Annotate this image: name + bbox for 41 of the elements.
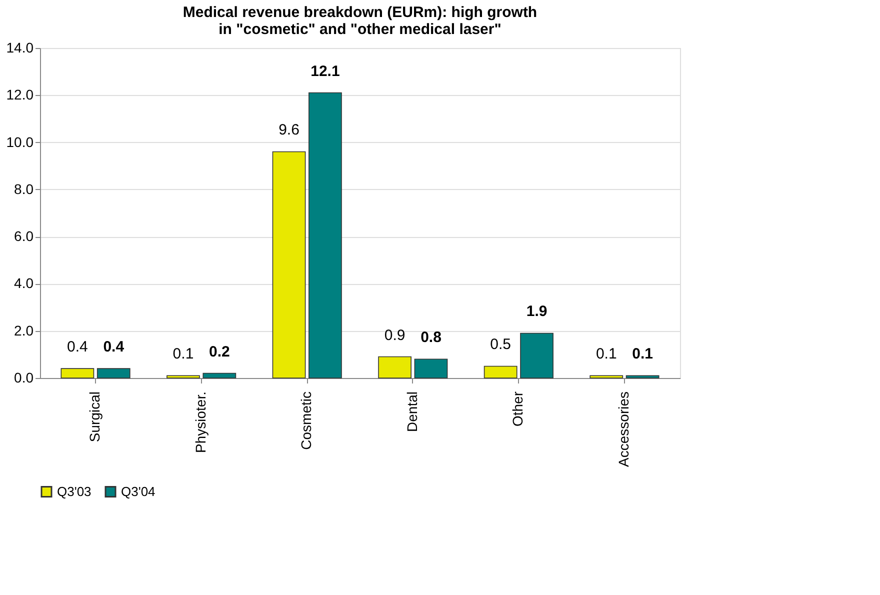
x-tick-label: Accessories — [615, 392, 632, 467]
bar — [60, 368, 94, 378]
data-label: 0.1 — [632, 346, 653, 363]
data-label: 0.1 — [596, 346, 617, 363]
data-label: 0.2 — [208, 343, 230, 360]
data-label: 12.1 — [310, 62, 340, 80]
bar — [202, 372, 236, 378]
legend-label: Q3'04 — [121, 484, 156, 499]
bar — [520, 332, 554, 378]
bar — [272, 151, 306, 378]
data-label: 0.1 — [172, 346, 194, 363]
bar — [590, 375, 624, 378]
x-tick-label: Surgical — [86, 392, 103, 442]
x-tick-label: Dental — [404, 392, 420, 432]
chart-title: Medical revenue breakdown (EURm): high growth in "cosmetic" and "other medical laser" — [182, 4, 538, 38]
y-tick-label: 0.0 — [14, 370, 34, 386]
data-label: 1.9 — [526, 303, 548, 320]
x-tick-label: Other — [510, 391, 526, 427]
bar — [378, 356, 412, 378]
y-tick-label: 6.0 — [14, 228, 34, 244]
data-label: 0.4 — [67, 338, 88, 356]
bar — [626, 375, 660, 378]
y-tick-label: 12.0 — [6, 86, 34, 103]
x-tick-label: Cosmetic — [298, 392, 314, 450]
y-tick-label: 4.0 — [14, 275, 34, 292]
bar — [96, 368, 130, 378]
legend-label: Q3'03 — [57, 484, 92, 499]
x-tick-label: Physioter. — [192, 392, 208, 453]
bar — [308, 92, 342, 378]
bar — [484, 366, 518, 378]
y-tick-label: 2.0 — [14, 322, 34, 338]
data-label: 0.4 — [103, 338, 125, 356]
bar — [166, 375, 200, 378]
y-tick-label: 14.0 — [6, 40, 34, 56]
data-label: 0.9 — [384, 326, 406, 344]
y-tick-label: 10.0 — [6, 134, 34, 150]
data-label: 0.8 — [420, 329, 442, 346]
data-label: 0.5 — [490, 336, 512, 354]
data-label: 9.6 — [278, 122, 300, 139]
bar — [414, 358, 448, 378]
y-tick-label: 8.0 — [14, 180, 34, 197]
